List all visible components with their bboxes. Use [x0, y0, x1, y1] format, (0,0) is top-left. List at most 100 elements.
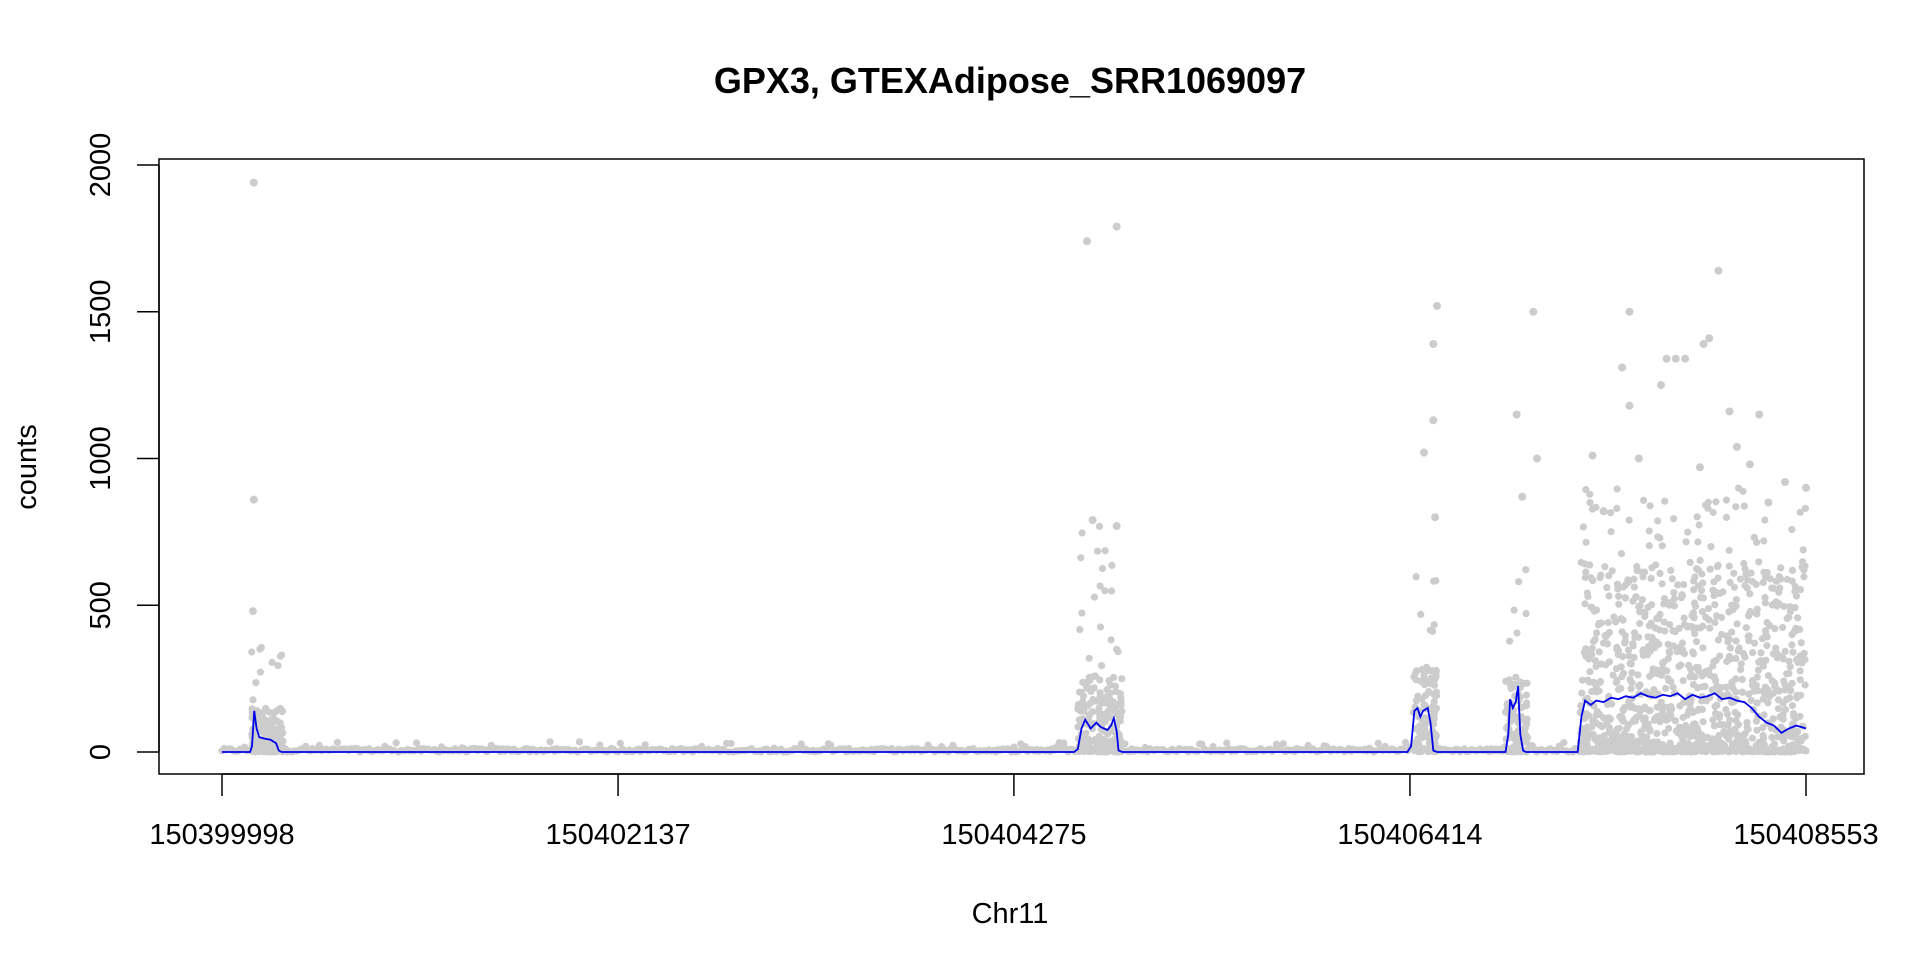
point [1678, 639, 1687, 647]
outlier-point [1714, 266, 1723, 275]
point [1596, 574, 1604, 582]
point [1660, 600, 1668, 608]
point [1591, 735, 1599, 743]
point [1630, 629, 1639, 637]
point [1747, 569, 1755, 577]
point [1618, 716, 1626, 724]
point [1658, 542, 1666, 550]
point [1515, 578, 1523, 586]
point [1512, 673, 1520, 681]
point [1090, 593, 1098, 601]
point [1583, 741, 1591, 749]
outlier-point [1671, 354, 1680, 363]
point [1279, 740, 1287, 748]
outlier-point [249, 178, 258, 187]
point [1778, 653, 1786, 661]
point [1789, 710, 1798, 718]
point [1709, 586, 1717, 594]
point [1659, 746, 1668, 754]
point [1430, 710, 1438, 718]
point [1699, 734, 1707, 742]
point [1774, 705, 1783, 713]
point [1693, 513, 1701, 521]
point [1644, 748, 1652, 756]
point [1749, 677, 1757, 685]
point [1794, 614, 1802, 622]
point [1631, 593, 1640, 602]
point [1755, 558, 1763, 566]
point [1655, 640, 1663, 648]
point [1694, 538, 1702, 546]
point [1617, 663, 1625, 671]
point [1732, 596, 1740, 604]
point [1786, 603, 1794, 611]
point [1109, 698, 1117, 706]
x-axis: 150399998 150402137 150404275 150406414 1504… [149, 773, 1879, 851]
data-points [218, 178, 1810, 756]
point [1796, 676, 1804, 684]
point [1665, 601, 1673, 609]
outlier-point [1088, 516, 1097, 525]
point [1682, 538, 1690, 546]
point [1763, 642, 1771, 650]
point [1522, 610, 1530, 618]
point [1708, 686, 1716, 694]
point [1785, 657, 1793, 665]
point [1763, 633, 1771, 641]
point [1601, 747, 1609, 755]
point [275, 737, 283, 745]
point [1801, 504, 1809, 512]
point [1761, 599, 1769, 607]
point [1636, 602, 1644, 610]
point [1750, 639, 1759, 647]
point [1691, 630, 1699, 638]
point [1617, 748, 1625, 756]
point [1699, 579, 1707, 587]
point [1614, 725, 1622, 733]
point [1737, 666, 1745, 674]
point [1621, 594, 1629, 602]
point [1760, 537, 1768, 545]
point [1691, 573, 1699, 581]
point [1413, 667, 1421, 675]
point [1739, 487, 1747, 495]
point [1712, 709, 1720, 718]
point [1762, 627, 1770, 635]
point [1764, 699, 1772, 707]
point [1582, 710, 1590, 718]
point [1748, 578, 1757, 586]
point [1645, 622, 1653, 630]
point [1432, 734, 1440, 742]
point [1771, 682, 1779, 690]
point [1672, 727, 1680, 735]
point [1117, 698, 1125, 706]
point [1412, 573, 1420, 581]
point [1722, 496, 1731, 504]
y-tick-label: 0 [85, 744, 117, 760]
point [1690, 586, 1698, 594]
point [1658, 580, 1666, 588]
point [1709, 748, 1717, 756]
point [1773, 602, 1781, 610]
point [1711, 618, 1719, 627]
point [1719, 588, 1727, 596]
point [1676, 741, 1684, 749]
outlier-point [1429, 416, 1438, 425]
point [1793, 694, 1801, 702]
outlier-point [1083, 237, 1091, 246]
point [1101, 587, 1109, 595]
point [1586, 668, 1594, 676]
point [1690, 599, 1699, 607]
point [1107, 636, 1115, 644]
outlier-point [1662, 354, 1671, 363]
y-tick-label: 500 [85, 581, 117, 629]
point [1749, 649, 1757, 657]
point [1078, 609, 1086, 617]
point [1732, 675, 1740, 683]
point [1662, 703, 1670, 711]
point [1627, 685, 1635, 693]
point [1691, 741, 1699, 749]
point [1116, 717, 1124, 725]
point [1689, 650, 1698, 658]
point [1415, 728, 1423, 736]
